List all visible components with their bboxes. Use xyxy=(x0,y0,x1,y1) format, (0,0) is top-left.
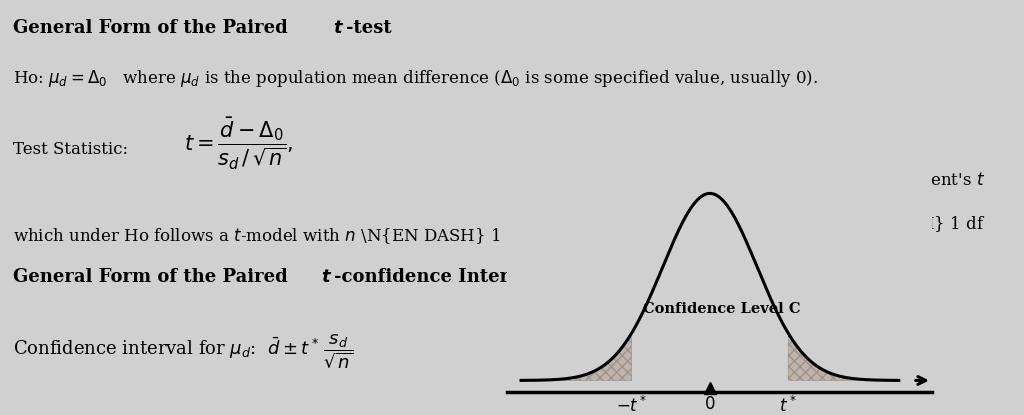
Text: $\bfit{t}$: $\bfit{t}$ xyxy=(321,268,332,286)
Text: Confidence Level C: Confidence Level C xyxy=(643,303,801,316)
Text: Confidence interval for $\mu_d$:  $\bar{d} \pm t^*\,\dfrac{s_d}{\sqrt{n}}$: Confidence interval for $\mu_d$: $\bar{d… xyxy=(13,332,353,370)
Text: $t = \dfrac{\bar{d} - \Delta_0}{s_d\,/\,\sqrt{n}},$: $t = \dfrac{\bar{d} - \Delta_0}{s_d\,/\,… xyxy=(184,116,294,172)
Text: -test: -test xyxy=(346,19,392,37)
Text: General Form of the Paired: General Form of the Paired xyxy=(13,268,294,286)
Text: $t^*$: $t^*$ xyxy=(779,396,797,415)
Text: Test Statistic:: Test Statistic: xyxy=(13,141,128,158)
Text: Ho: $\mu_d = \Delta_0$   where $\mu_d$ is the population mean difference ($\Delt: Ho: $\mu_d = \Delta_0$ where $\mu_d$ is … xyxy=(13,68,818,90)
Text: $-t^*$: $-t^*$ xyxy=(616,396,648,415)
Text: -confidence Interval: -confidence Interval xyxy=(334,268,538,286)
Text: with $n$ \N{EN DASH} 1 df: with $n$ \N{EN DASH} 1 df xyxy=(762,214,985,234)
Text: $0$: $0$ xyxy=(705,396,716,413)
Text: General Form of the Paired: General Form of the Paired xyxy=(13,19,294,37)
Text: Student's $t$: Student's $t$ xyxy=(891,172,985,189)
Text: $\bfit{t}$: $\bfit{t}$ xyxy=(333,19,344,37)
Text: which under Ho follows a $t$-model with $n$ \N{EN DASH} 1 df.: which under Ho follows a $t$-model with … xyxy=(13,226,529,246)
